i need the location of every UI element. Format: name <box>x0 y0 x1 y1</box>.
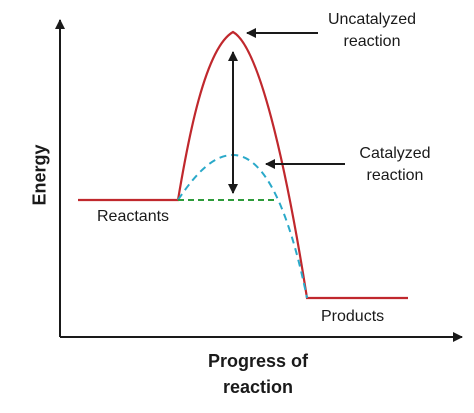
catalyzed-label-line1: Catalyzed <box>359 145 431 162</box>
reactants-label: Reactants <box>97 208 170 225</box>
catalyzed-label-line2: reaction <box>366 167 424 184</box>
uncatalyzed-curve <box>78 30 408 300</box>
x-axis-title: Progress of reaction <box>208 348 308 400</box>
x-axis-title-line1: Progress of <box>207 351 309 371</box>
y-axis-title: Energy <box>29 144 50 206</box>
uncatalyzed-label-line2: reaction <box>343 33 401 50</box>
uncatalyzed-label-line1: Uncatalyzed <box>327 11 417 28</box>
products-label: Products <box>321 308 385 325</box>
x-axis-title-line2: reaction <box>222 377 294 397</box>
catalyzed-label: Catalyzed reaction <box>359 143 430 187</box>
uncatalyzed-label: Uncatalyzed reaction <box>328 9 416 53</box>
catalyzed-curve <box>177 153 308 299</box>
